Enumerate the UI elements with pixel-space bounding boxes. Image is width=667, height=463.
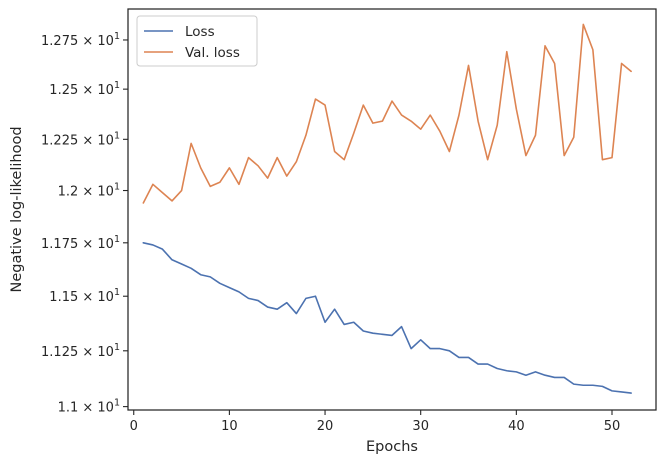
y-tick-label: 1.275 × 101 (41, 31, 120, 49)
tick-layer: 0 10 20 30 40 50 1.1 × 101 1.125 × 101 1.15 × 10… (41, 31, 620, 434)
x-tick-label: 0 (130, 419, 138, 434)
y-tick-label: 1.15 × 101 (49, 287, 120, 305)
legend: Loss Val. loss (136, 15, 258, 67)
legend-label-loss: Loss (185, 24, 215, 40)
y-tick-label: 1.175 × 101 (41, 234, 120, 252)
series-line-loss (142, 242, 632, 394)
x-tick-label: 20 (317, 419, 334, 434)
y-tick-label: 1.25 × 101 (49, 80, 120, 98)
y-tick-label: 1.225 × 101 (41, 130, 120, 148)
legend-box (136, 15, 258, 67)
series-layer (142, 23, 632, 394)
y-tick-label: 1.1 × 101 (58, 398, 120, 416)
x-tick-label: 10 (221, 419, 238, 434)
x-tick-label: 30 (412, 419, 429, 434)
series-line-val-loss (142, 23, 632, 204)
x-tick-label: 40 (508, 419, 525, 434)
x-axis-label: Epochs (366, 439, 418, 455)
y-axis-label: Negative log-likelihood (9, 126, 25, 292)
y-tick-label: 1.2 × 101 (58, 182, 120, 200)
plot-frame (127, 8, 657, 411)
x-tick-label: 50 (604, 419, 621, 434)
legend-label-val-loss: Val. loss (185, 45, 240, 61)
y-tick-label: 1.125 × 101 (41, 342, 120, 360)
